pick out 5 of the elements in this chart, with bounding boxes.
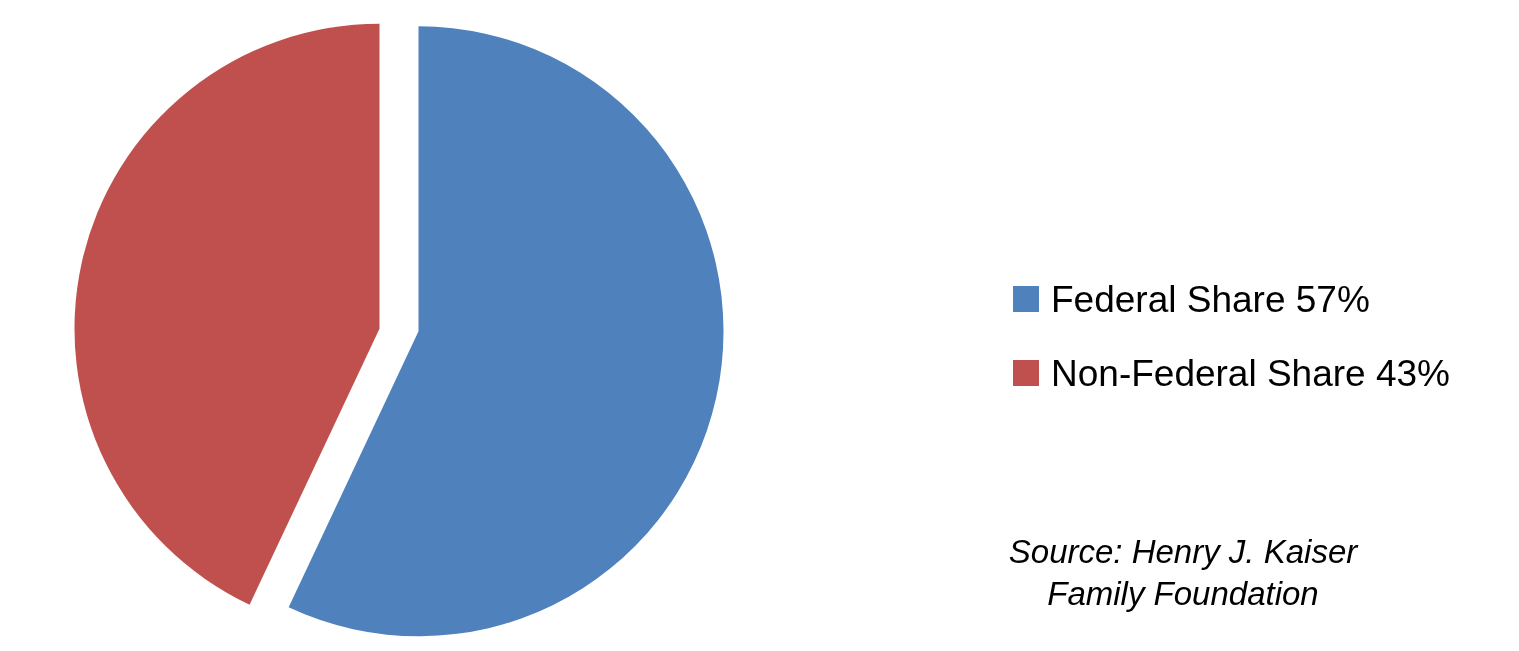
source-note: Source: Henry J. Kaiser Family Foundation bbox=[1008, 533, 1360, 612]
legend-label: Federal Share bbox=[1051, 279, 1286, 320]
data-label: 43% bbox=[1375, 353, 1451, 394]
data-label: 57% bbox=[1295, 279, 1370, 320]
legend-label: Non-Federal Share bbox=[1051, 353, 1366, 394]
